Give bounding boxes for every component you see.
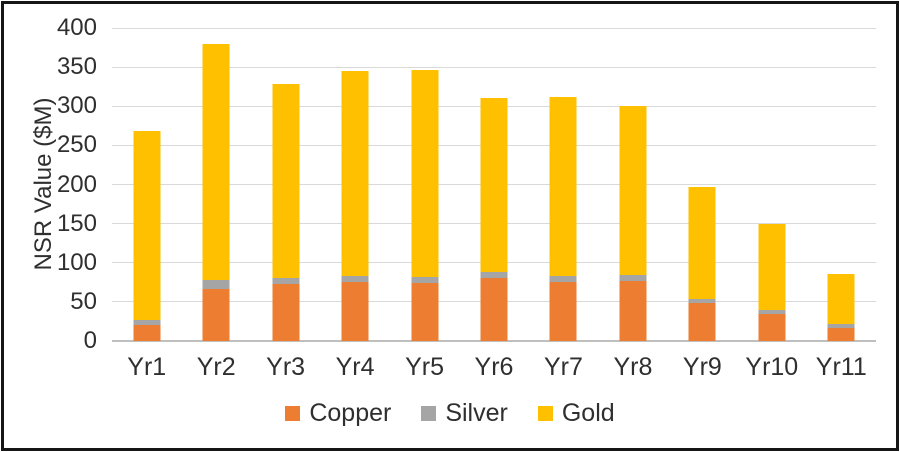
bar-segment-gold [688,186,716,299]
bar-segment-gold [758,223,786,310]
bar-segment-silver [411,276,439,284]
legend-swatch-icon [421,406,437,421]
y-tick-label: 400 [56,14,97,41]
bar-segment-copper [480,278,508,341]
gridline [112,66,876,68]
category-column [529,28,598,341]
bar-segment-gold [341,71,369,277]
stacked-bar [341,71,369,341]
y-tick-label: 200 [56,170,97,198]
bar-segment-gold [272,83,300,278]
bar-segment-copper [619,280,647,341]
bar-segment-copper [758,314,786,341]
x-tick-label: Yr5 [405,353,444,381]
x-axis-line [112,340,876,342]
stacked-bar [827,273,855,341]
x-tick-label: Yr10 [745,353,799,381]
bar-segment-silver [549,276,577,283]
x-tick-label: Yr9 [682,353,722,381]
legend-label: Silver [445,399,508,427]
bar-segment-silver [272,277,300,284]
legend-item-copper: Copper [285,399,391,428]
bar-segment-silver [341,276,369,283]
plot-area [112,27,876,342]
bar-segment-silver [827,323,855,329]
category-column [737,28,806,341]
x-tick-label: Yr8 [613,353,653,381]
bar-segment-silver [619,274,647,281]
x-tick-label: Yr7 [544,353,583,381]
stacked-bar [411,70,439,341]
stacked-bar [619,106,647,341]
x-tick-label: Yr11 [815,353,867,381]
legend-swatch-icon [285,406,301,421]
stacked-bar [688,186,716,341]
category-column [251,28,320,341]
x-tick-label: Yr2 [196,353,236,381]
y-tick-label: 300 [56,92,97,120]
x-tick-label: Yr6 [474,353,514,381]
stacked-bar [272,83,300,341]
bar-segment-gold [619,106,647,275]
bars-container [112,28,876,341]
bar-segment-copper [341,282,369,341]
y-tick-label: 100 [56,248,97,276]
bar-segment-silver [133,319,161,326]
y-tick-label: 0 [83,327,97,354]
stacked-bar [133,131,161,341]
y-tick-label: 250 [56,131,97,159]
bar-segment-gold [133,131,161,320]
legend-label: Copper [309,399,392,427]
legend-label: Gold [561,399,615,427]
category-column [807,28,876,341]
bar-segment-copper [827,328,855,341]
category-column [112,28,181,341]
bar-segment-silver [202,279,230,289]
bar-segment-copper [411,283,439,341]
category-column [320,28,389,341]
category-column [390,28,459,341]
x-tick-label: Yr1 [127,353,167,381]
bar-segment-gold [549,96,577,277]
bar-segment-copper [549,282,577,341]
y-tick-label: 50 [70,287,97,315]
legend-swatch-icon [537,406,553,421]
x-tick-label: Yr4 [335,353,375,381]
bar-segment-silver [758,309,786,315]
category-column [459,28,528,341]
legend: Copper Silver Gold [0,399,900,428]
bar-segment-gold [411,70,439,277]
bar-segment-copper [133,325,161,341]
legend-item-gold: Gold [537,399,615,428]
stacked-bar [202,43,230,341]
bar-segment-silver [480,272,508,279]
gridline [112,27,876,29]
bar-segment-copper [272,283,300,341]
bar-segment-gold [827,273,855,324]
bar-segment-gold [480,97,508,273]
bar-segment-copper [202,288,230,341]
stacked-bar [758,223,786,341]
bar-segment-copper [688,303,716,341]
stacked-bar [480,97,508,341]
y-tick-label: 150 [56,209,97,237]
category-column [598,28,667,341]
legend-item-silver: Silver [421,399,508,428]
category-column [181,28,250,341]
category-column [668,28,737,341]
bar-segment-gold [202,43,230,280]
stacked-bar [549,96,577,341]
x-tick-label: Yr3 [266,353,306,381]
bar-segment-silver [688,298,716,304]
y-tick-label: 350 [56,53,97,81]
